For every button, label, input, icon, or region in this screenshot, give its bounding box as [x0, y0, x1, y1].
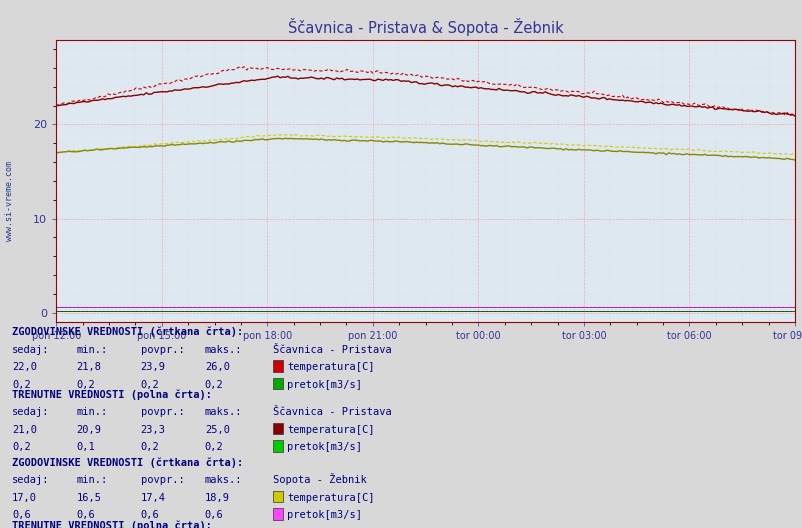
- Text: 0,2: 0,2: [12, 380, 30, 390]
- Text: 23,9: 23,9: [140, 362, 165, 372]
- Text: 0,1: 0,1: [76, 442, 95, 452]
- Text: 0,2: 0,2: [140, 380, 159, 390]
- Text: 20,9: 20,9: [76, 425, 101, 435]
- Text: 25,0: 25,0: [205, 425, 229, 435]
- Text: 17,4: 17,4: [140, 493, 165, 503]
- Text: 0,6: 0,6: [140, 510, 159, 520]
- Text: sedaj:: sedaj:: [12, 408, 50, 418]
- Text: 21,8: 21,8: [76, 362, 101, 372]
- Text: 0,2: 0,2: [140, 442, 159, 452]
- Text: 26,0: 26,0: [205, 362, 229, 372]
- Text: 21,0: 21,0: [12, 425, 37, 435]
- Text: pretok[m3/s]: pretok[m3/s]: [287, 510, 362, 520]
- Text: maks.:: maks.:: [205, 408, 242, 418]
- Text: 16,5: 16,5: [76, 493, 101, 503]
- Text: 0,2: 0,2: [205, 380, 223, 390]
- Text: sedaj:: sedaj:: [12, 345, 50, 355]
- Text: ZGODOVINSKE VREDNOSTI (črtkana črta):: ZGODOVINSKE VREDNOSTI (črtkana črta):: [12, 457, 243, 468]
- Text: temperatura[C]: temperatura[C]: [287, 362, 375, 372]
- Text: pretok[m3/s]: pretok[m3/s]: [287, 442, 362, 452]
- Text: 0,2: 0,2: [205, 442, 223, 452]
- Text: 0,6: 0,6: [205, 510, 223, 520]
- Text: 22,0: 22,0: [12, 362, 37, 372]
- Text: TRENUTNE VREDNOSTI (polna črta):: TRENUTNE VREDNOSTI (polna črta):: [12, 520, 212, 528]
- Text: pretok[m3/s]: pretok[m3/s]: [287, 380, 362, 390]
- Text: ZGODOVINSKE VREDNOSTI (črtkana črta):: ZGODOVINSKE VREDNOSTI (črtkana črta):: [12, 327, 243, 337]
- Text: 0,2: 0,2: [76, 380, 95, 390]
- Text: TRENUTNE VREDNOSTI (polna črta):: TRENUTNE VREDNOSTI (polna črta):: [12, 390, 212, 400]
- Text: Sopota - Žebnik: Sopota - Žebnik: [273, 474, 367, 485]
- Text: Ščavnica - Pristava: Ščavnica - Pristava: [273, 345, 391, 355]
- Text: temperatura[C]: temperatura[C]: [287, 425, 375, 435]
- Text: maks.:: maks.:: [205, 475, 242, 485]
- Text: maks.:: maks.:: [205, 345, 242, 355]
- Title: Ščavnica - Pristava & Sopota - Žebnik: Ščavnica - Pristava & Sopota - Žebnik: [287, 17, 563, 36]
- Text: povpr.:: povpr.:: [140, 408, 184, 418]
- Text: 0,6: 0,6: [12, 510, 30, 520]
- Text: povpr.:: povpr.:: [140, 475, 184, 485]
- Text: 18,9: 18,9: [205, 493, 229, 503]
- Text: Ščavnica - Pristava: Ščavnica - Pristava: [273, 408, 391, 418]
- Text: www.si-vreme.com: www.si-vreme.com: [5, 161, 14, 241]
- Text: 0,2: 0,2: [12, 442, 30, 452]
- Text: min.:: min.:: [76, 345, 107, 355]
- Text: sedaj:: sedaj:: [12, 475, 50, 485]
- Text: 0,6: 0,6: [76, 510, 95, 520]
- Text: temperatura[C]: temperatura[C]: [287, 493, 375, 503]
- Text: min.:: min.:: [76, 475, 107, 485]
- Text: 23,3: 23,3: [140, 425, 165, 435]
- Text: 17,0: 17,0: [12, 493, 37, 503]
- Text: min.:: min.:: [76, 408, 107, 418]
- Text: povpr.:: povpr.:: [140, 345, 184, 355]
